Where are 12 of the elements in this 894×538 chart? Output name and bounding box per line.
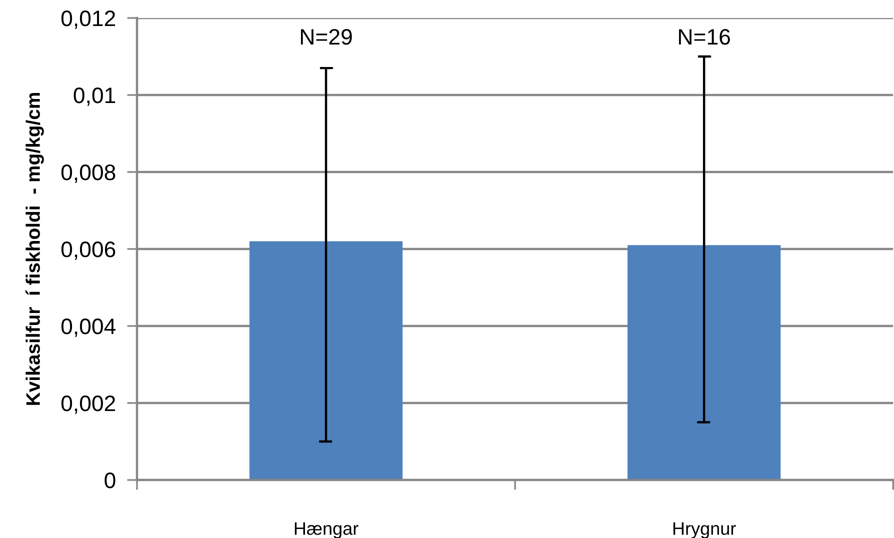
y-tick-label: 0 — [104, 472, 116, 488]
y-tick-label: 0,006 — [61, 242, 116, 260]
annotation: N=29 — [300, 29, 352, 45]
y-tick-label: 0,01 — [74, 88, 116, 106]
y-tick-label: 0,008 — [61, 164, 116, 183]
y-tick-label: 0,002 — [61, 396, 116, 414]
annotation: N=16 — [679, 29, 730, 45]
y-axis-title: Kvikasilfur í fiskholdi - mg/kg/cm — [26, 92, 44, 405]
y-tick-label: 0,012 — [61, 10, 116, 29]
x-tick-label: Hængar — [294, 522, 358, 538]
x-tick-label: Hrygnur — [673, 522, 736, 538]
y-tick-label: 0,004 — [61, 318, 116, 337]
